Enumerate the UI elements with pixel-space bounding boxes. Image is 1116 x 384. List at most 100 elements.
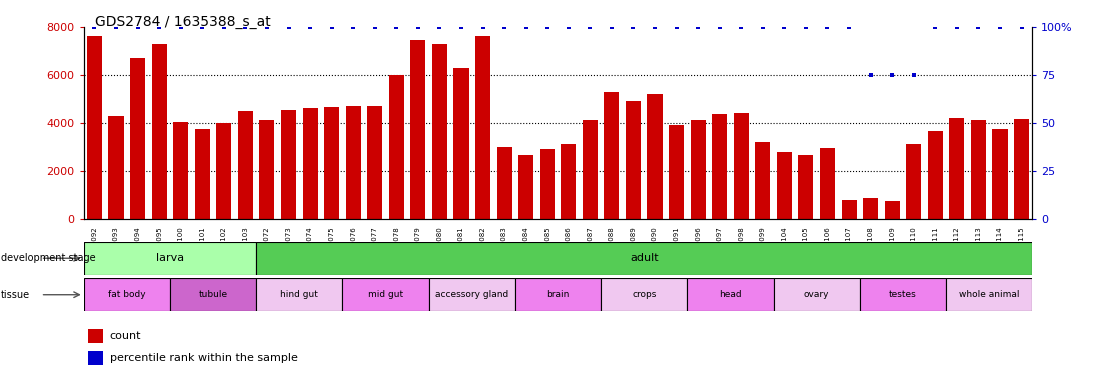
Bar	[388, 75, 404, 219]
Bar	[950, 118, 964, 219]
Point	[344, 24, 362, 30]
Bar	[691, 121, 705, 219]
Point	[128, 24, 146, 30]
Bar	[131, 58, 145, 219]
Bar	[497, 147, 511, 219]
Point	[258, 24, 276, 30]
Point	[86, 24, 104, 30]
Point	[452, 24, 470, 30]
Point	[840, 24, 858, 30]
Point	[366, 24, 384, 30]
Point	[926, 24, 944, 30]
Point	[905, 72, 923, 78]
Bar	[561, 144, 576, 219]
Bar	[733, 113, 749, 219]
Point	[603, 24, 620, 30]
Text: accessory gland: accessory gland	[435, 290, 509, 299]
Bar	[906, 144, 922, 219]
Bar	[863, 199, 878, 219]
Bar	[885, 201, 899, 219]
Text: development stage: development stage	[1, 253, 96, 263]
Bar	[841, 200, 857, 219]
Bar	[687, 278, 773, 311]
Point	[301, 24, 319, 30]
Text: whole animal: whole animal	[959, 290, 1019, 299]
Text: tissue: tissue	[1, 290, 30, 300]
Point	[193, 24, 211, 30]
Bar	[170, 278, 257, 311]
Point	[690, 24, 708, 30]
Bar	[1014, 119, 1029, 219]
Point	[408, 24, 426, 30]
Point	[237, 24, 254, 30]
Point	[818, 24, 836, 30]
Bar	[152, 44, 166, 219]
Bar	[84, 242, 257, 275]
Bar	[259, 121, 275, 219]
Bar	[756, 142, 770, 219]
Point	[151, 24, 169, 30]
Bar	[540, 149, 555, 219]
Point	[732, 24, 750, 30]
Point	[862, 72, 879, 78]
Bar	[87, 36, 102, 219]
Point	[172, 24, 190, 30]
Bar	[605, 92, 619, 219]
Bar	[453, 68, 469, 219]
Point	[473, 24, 491, 30]
Point	[107, 24, 125, 30]
Text: head: head	[719, 290, 742, 299]
Text: ovary: ovary	[804, 290, 829, 299]
Point	[991, 24, 1009, 30]
Point	[323, 24, 340, 30]
Bar	[859, 278, 946, 311]
Point	[646, 24, 664, 30]
Bar	[475, 36, 490, 219]
Point	[538, 24, 556, 30]
Text: tubule: tubule	[199, 290, 228, 299]
Point	[280, 24, 298, 30]
Bar	[820, 148, 835, 219]
Text: GDS2784 / 1635388_s_at: GDS2784 / 1635388_s_at	[95, 15, 270, 29]
Bar	[927, 131, 943, 219]
Bar	[647, 94, 663, 219]
Bar	[257, 278, 343, 311]
Text: count: count	[109, 331, 142, 341]
Bar	[238, 111, 253, 219]
Bar	[432, 44, 448, 219]
Text: adult: adult	[629, 253, 658, 263]
Text: crops: crops	[632, 290, 656, 299]
Bar	[602, 278, 687, 311]
Text: percentile rank within the sample: percentile rank within the sample	[109, 353, 298, 363]
Point	[883, 72, 901, 78]
Bar	[302, 109, 318, 219]
Point	[947, 24, 965, 30]
Bar	[281, 110, 296, 219]
Bar	[777, 152, 792, 219]
Bar	[798, 155, 814, 219]
Bar	[518, 155, 533, 219]
Text: fat body: fat body	[108, 290, 145, 299]
Text: mid gut: mid gut	[368, 290, 403, 299]
Bar	[88, 351, 103, 365]
Bar	[108, 116, 124, 219]
Point	[387, 24, 405, 30]
Bar	[257, 242, 1032, 275]
Point	[560, 24, 578, 30]
Point	[797, 24, 815, 30]
Bar	[946, 278, 1032, 311]
Text: hind gut: hind gut	[280, 290, 318, 299]
Bar	[583, 121, 598, 219]
Bar	[773, 278, 859, 311]
Point	[776, 24, 793, 30]
Point	[581, 24, 599, 30]
Bar	[173, 122, 189, 219]
Point	[754, 24, 772, 30]
Bar	[429, 278, 514, 311]
Text: larva: larva	[156, 253, 184, 263]
Point	[667, 24, 685, 30]
Bar	[343, 278, 429, 311]
Bar	[992, 129, 1008, 219]
Point	[970, 24, 988, 30]
Bar	[712, 114, 728, 219]
